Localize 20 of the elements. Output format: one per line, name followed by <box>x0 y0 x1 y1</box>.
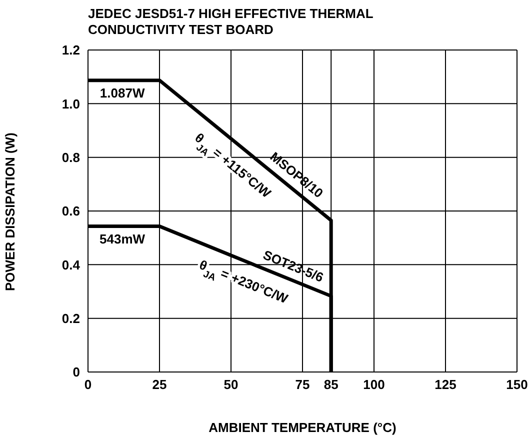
x-tick-label: 100 <box>363 377 385 392</box>
annotation: 543mW <box>100 231 146 246</box>
chart-title: JEDEC JESD51-7 HIGH EFFECTIVE THERMAL CONDUCTIVITY TEST BOARD <box>88 6 374 38</box>
y-tick-label: 0.4 <box>62 257 81 272</box>
y-tick-label: 1.2 <box>62 42 80 58</box>
x-tick-label: 125 <box>434 377 456 392</box>
x-tick-label: 25 <box>152 377 167 392</box>
x-tick-label: 50 <box>224 377 238 392</box>
x-tick-label: 0 <box>84 377 92 392</box>
y-axis-title: POWER DISSIPATION (W) <box>2 132 18 291</box>
y-tick-label: 0.6 <box>62 204 80 219</box>
x-tick-label: 150 <box>506 377 528 392</box>
x-tick-label: 85 <box>324 377 338 392</box>
x-tick-label: 75 <box>295 377 310 392</box>
x-axis-title: AMBIENT TEMPERATURE (°C) <box>208 420 396 435</box>
y-tick-label: 0.2 <box>62 310 80 326</box>
annotation: 1.087W <box>100 85 146 100</box>
y-tick-label: 0 <box>72 364 80 380</box>
y-tick-label: 0.8 <box>62 150 80 165</box>
y-tick-label: 1.0 <box>62 96 80 112</box>
